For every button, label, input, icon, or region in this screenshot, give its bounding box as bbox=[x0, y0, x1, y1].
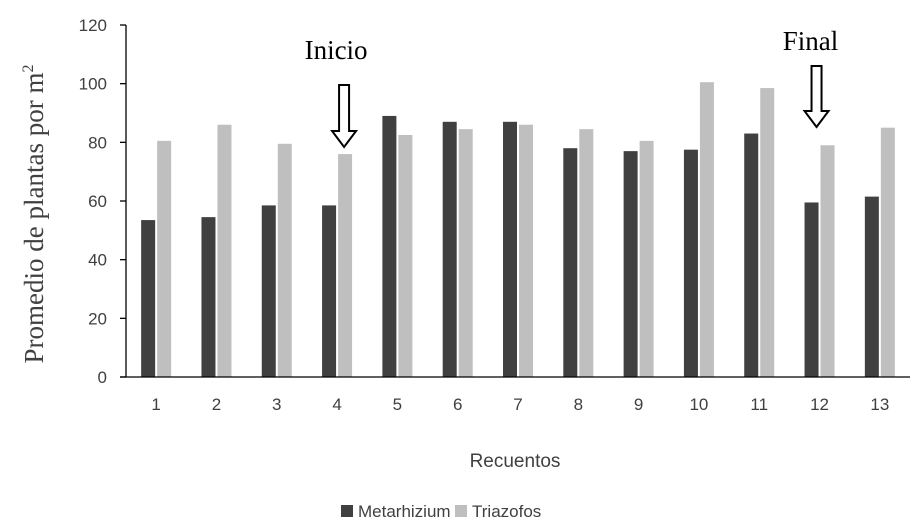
bar-metarhizium-12 bbox=[804, 202, 819, 377]
y-tick-label: 20 bbox=[88, 309, 107, 328]
x-tick-label: 9 bbox=[634, 395, 643, 414]
legend-label-triazofos: Triazofos bbox=[472, 502, 541, 521]
bar-metarhizium-9 bbox=[623, 151, 638, 377]
bar-metarhizium-10 bbox=[683, 149, 698, 377]
bar-triazofos-6 bbox=[458, 129, 473, 377]
y-axis-title-superscript: 2 bbox=[20, 65, 37, 73]
y-tick-label: 40 bbox=[88, 251, 107, 270]
bar-triazofos-7 bbox=[519, 124, 533, 377]
y-tick-label: 120 bbox=[79, 16, 107, 35]
bar-triazofos-10 bbox=[699, 82, 714, 377]
bar-triazofos-12 bbox=[820, 145, 835, 377]
bar-metarhizium-11 bbox=[744, 133, 759, 377]
down-arrow-icon bbox=[802, 65, 831, 129]
x-axis-tick-labels: 1 2 3 4 5 6 7 8 9 10 11 12 13 bbox=[151, 395, 889, 414]
x-tick-label: 4 bbox=[332, 395, 341, 414]
legend: Metarhizium Triazofos bbox=[341, 502, 541, 521]
bar-metarhizium-5 bbox=[382, 115, 397, 377]
bar-triazofos-9 bbox=[639, 140, 654, 377]
x-axis-title: Recuentos bbox=[470, 451, 561, 472]
bar-triazofos-2 bbox=[217, 124, 232, 377]
x-tick-label: 5 bbox=[393, 395, 402, 414]
legend-swatch-metarhizium bbox=[341, 505, 353, 517]
bar-triazofos-4 bbox=[338, 154, 353, 377]
x-tick-label: 7 bbox=[513, 395, 522, 414]
bar-triazofos-5 bbox=[398, 135, 413, 377]
bar-triazofos-11 bbox=[760, 88, 775, 378]
y-axis-title-text: Promedio de plantas por m bbox=[19, 73, 49, 364]
bar-triazofos-13 bbox=[880, 127, 895, 378]
y-axis-ticks: 0 20 40 60 80 100 120 bbox=[79, 16, 126, 387]
y-tick-label: 80 bbox=[88, 133, 107, 152]
bar-triazofos-8 bbox=[579, 129, 594, 377]
annotation-label: Inicio bbox=[305, 35, 368, 65]
x-tick-label: 10 bbox=[689, 395, 708, 414]
x-tick-label: 13 bbox=[870, 395, 889, 414]
x-tick-label: 2 bbox=[212, 395, 221, 414]
y-tick-label: 60 bbox=[88, 192, 107, 211]
y-axis-title: Promedio de plantas por m2 bbox=[19, 65, 49, 364]
x-tick-label: 3 bbox=[272, 395, 281, 414]
x-tick-label: 1 bbox=[151, 395, 160, 414]
bar-triazofos-3 bbox=[277, 143, 292, 377]
bar-metarhizium-13 bbox=[864, 196, 879, 377]
y-tick-label: 100 bbox=[79, 75, 107, 94]
y-tick-label: 0 bbox=[98, 368, 107, 387]
bar-metarhizium-1 bbox=[141, 220, 156, 377]
bar-metarhizium-8 bbox=[563, 148, 578, 377]
legend-swatch-triazofos bbox=[455, 505, 467, 517]
bar-metarhizium-4 bbox=[322, 205, 337, 377]
annotations: Inicio Final bbox=[305, 26, 839, 149]
bar-metarhizium-7 bbox=[503, 121, 517, 377]
x-tick-label: 11 bbox=[750, 395, 768, 414]
bar-metarhizium-6 bbox=[442, 121, 457, 377]
legend-label-metarhizium: Metarhizium bbox=[358, 502, 451, 521]
down-arrow-icon bbox=[330, 84, 359, 149]
bar-triazofos-1 bbox=[157, 140, 172, 377]
bar-metarhizium-2 bbox=[201, 217, 216, 377]
x-tick-label: 12 bbox=[810, 395, 829, 414]
x-tick-label: 8 bbox=[574, 395, 583, 414]
bars bbox=[141, 82, 895, 378]
annotation-label: Final bbox=[783, 26, 839, 56]
bar-metarhizium-3 bbox=[261, 205, 276, 377]
x-tick-label: 6 bbox=[453, 395, 462, 414]
